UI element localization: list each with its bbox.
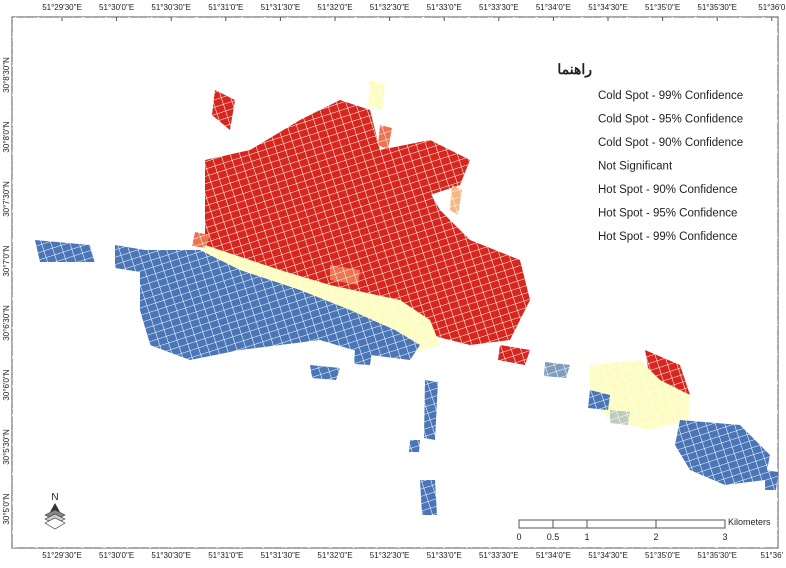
bottom-coordinate: 51°29'30"E [42,551,82,560]
top-coordinate: 51°33'30"E [479,3,519,12]
legend-label: Cold Spot - 90% Confidence [598,137,743,149]
scale-label: 2 [653,532,658,542]
left-coordinate: 30°5'30"N [2,429,11,465]
bottom-coordinate: 51°30'30"E [151,551,191,560]
bottom-coordinate: 51°35'0"E [645,551,680,560]
bottom-coordinate: 51°35'30"E [697,551,737,560]
scale-label: 3 [722,532,727,542]
bottom-coordinate: 51°33'30"E [479,551,519,560]
top-coordinate: 51°31'30"E [261,3,301,12]
legend-label: Cold Spot - 95% Confidence [598,114,743,126]
left-coordinate: 30°6'30"N [2,305,11,341]
legend-label: Hot Spot - 99% Confidence [598,231,737,243]
map: 51°29'30"E 51°30'0"E 51°30'30"E 51°31'0"E 51… [0,0,786,563]
legend-label: Cold Spot - 99% Confidence [598,90,743,102]
left-coordinate: 30°7'30"N [2,181,11,217]
bottom-coordinate: 51°34'0"E [536,551,571,560]
top-coordinate: 51°34'30"E [588,3,628,12]
top-coordinate: 51°31'0"E [208,3,243,12]
scale-label: 0 [516,532,521,542]
legend-title: راهنما [557,61,592,78]
top-coordinate: 51°30'0"E [99,3,134,12]
legend: راهنما Cold Spot - 99% Confidence Cold Sp… [548,60,770,250]
top-coordinate: 51°29'30"E [42,3,82,12]
left-coordinate: 30°6'0"N [2,369,11,400]
top-coordinate: 51°35'0"E [645,3,680,12]
bottom-coordinate: 51°33'0"E [427,551,462,560]
top-coordinate: 51°30'30"E [151,3,191,12]
scale-label: 1 [584,532,589,542]
legend-label: Hot Spot - 95% Confidence [598,208,737,220]
top-coordinate: 51°32'30"E [370,3,410,12]
left-coordinate: 30°8'0"N [2,121,11,152]
scale-label: 0.5 [547,532,560,542]
bottom-coordinate: 51°31'30"E [261,551,301,560]
bottom-coordinate: 51°32'30"E [370,551,410,560]
top-coordinate: 51°32'0"E [317,3,352,12]
bottom-coordinate: 51°32'0"E [317,551,352,560]
top-coordinate: 51°36'0 [758,3,786,12]
left-coordinate: 30°5'0"N [2,493,11,524]
scale-unit: Kilometers [728,517,771,527]
bottom-coordinate: 51°30'0"E [99,551,134,560]
left-coordinate: 30°7'0"N [2,245,11,276]
legend-label: Not Significant [598,161,673,173]
top-coordinate: 51°35'30"E [697,3,737,12]
bottom-coordinate: 51°34'30"E [588,551,628,560]
left-coordinate: 30°8'30"N [2,57,11,93]
top-coordinate: 51°33'0"E [427,3,462,12]
top-coordinate: 51°34'0"E [536,3,571,12]
legend-label: Hot Spot - 90% Confidence [598,184,737,196]
north-label: N [51,492,58,503]
bottom-coordinate: 51°36' [761,551,784,560]
bottom-coordinate: 51°31'0"E [208,551,243,560]
